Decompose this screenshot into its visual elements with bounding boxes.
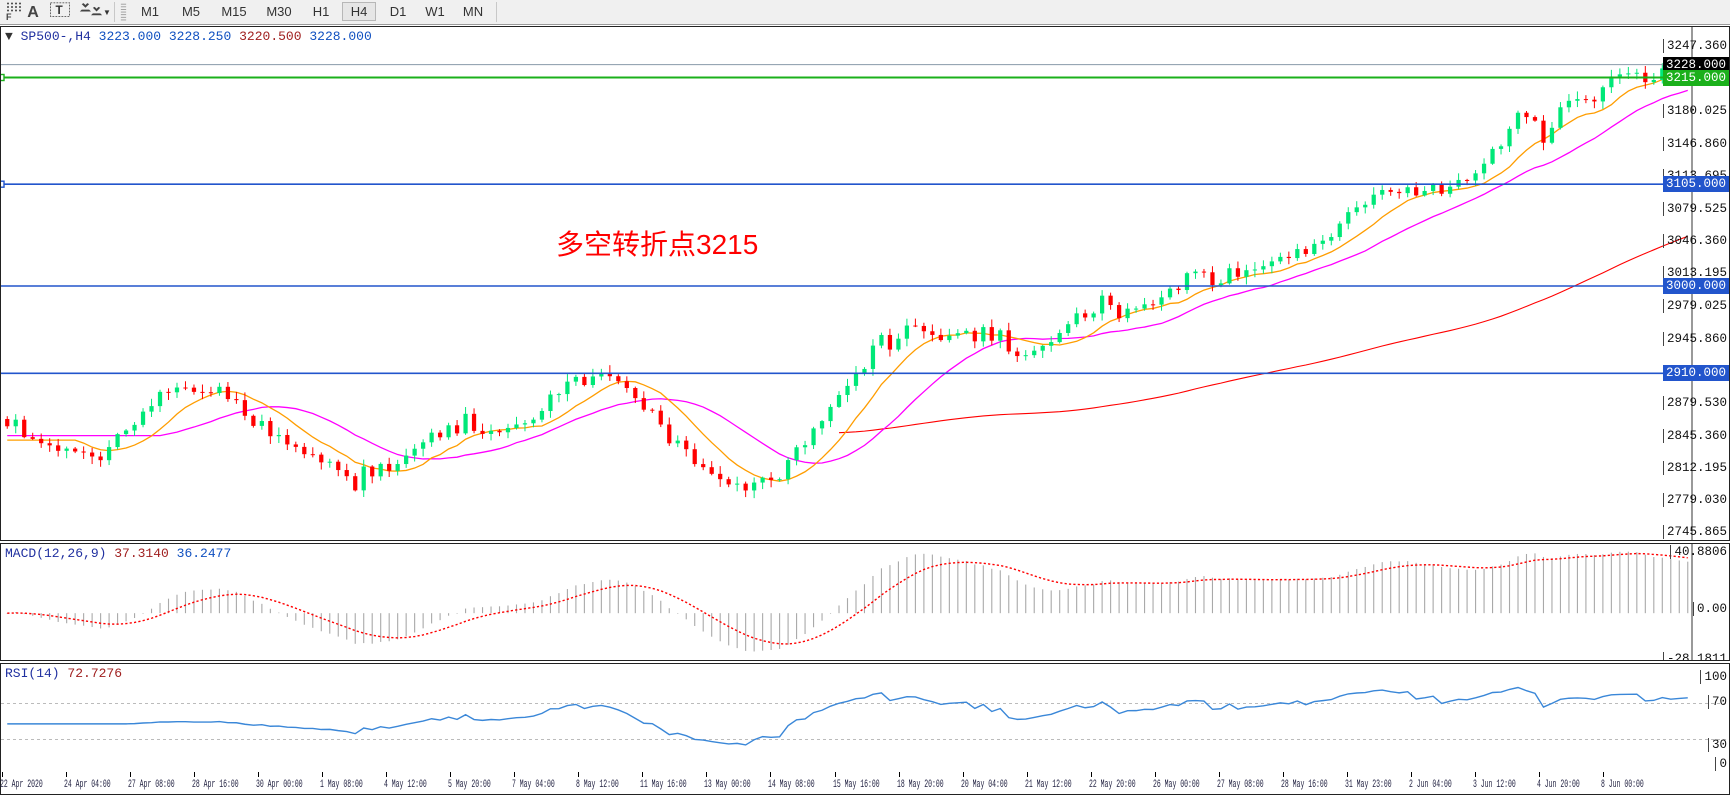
svg-text:T: T <box>55 3 63 17</box>
svg-text:F: F <box>6 12 12 21</box>
